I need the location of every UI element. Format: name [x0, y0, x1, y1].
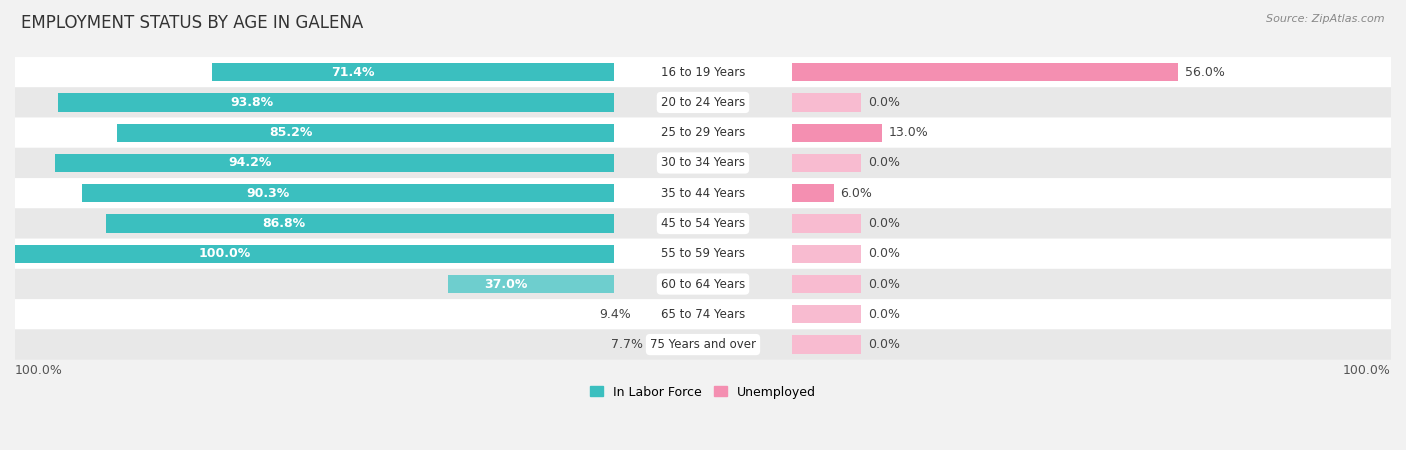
Bar [793, 124, 882, 142]
Bar [793, 63, 1178, 81]
FancyBboxPatch shape [15, 238, 1391, 269]
Text: 65 to 74 Years: 65 to 74 Years [661, 308, 745, 321]
Text: 0.0%: 0.0% [868, 338, 900, 351]
Bar [793, 214, 862, 233]
Text: Source: ZipAtlas.com: Source: ZipAtlas.com [1267, 14, 1385, 23]
Text: 75 Years and over: 75 Years and over [650, 338, 756, 351]
Bar [55, 154, 613, 172]
Text: 16 to 19 Years: 16 to 19 Years [661, 66, 745, 79]
Bar [793, 93, 862, 112]
Bar [793, 336, 862, 354]
Bar [793, 154, 862, 172]
Text: EMPLOYMENT STATUS BY AGE IN GALENA: EMPLOYMENT STATUS BY AGE IN GALENA [21, 14, 363, 32]
Text: 35 to 44 Years: 35 to 44 Years [661, 187, 745, 200]
Bar [105, 214, 613, 233]
Text: 71.4%: 71.4% [330, 66, 374, 79]
Text: 93.8%: 93.8% [231, 96, 274, 109]
Text: 0.0%: 0.0% [868, 278, 900, 291]
Text: 56.0%: 56.0% [1185, 66, 1225, 79]
Bar [58, 93, 613, 112]
Text: 100.0%: 100.0% [15, 364, 63, 377]
Bar [793, 275, 862, 293]
Text: 0.0%: 0.0% [868, 308, 900, 321]
Bar [793, 305, 862, 324]
Bar [82, 184, 613, 202]
Text: 13.0%: 13.0% [889, 126, 928, 139]
Text: 9.4%: 9.4% [600, 308, 631, 321]
Text: 20 to 24 Years: 20 to 24 Years [661, 96, 745, 109]
Text: 55 to 59 Years: 55 to 59 Years [661, 247, 745, 260]
FancyBboxPatch shape [15, 178, 1391, 208]
Text: 25 to 29 Years: 25 to 29 Years [661, 126, 745, 139]
Text: 0.0%: 0.0% [868, 96, 900, 109]
FancyBboxPatch shape [15, 299, 1391, 329]
Bar [212, 63, 613, 81]
Text: 45 to 54 Years: 45 to 54 Years [661, 217, 745, 230]
FancyBboxPatch shape [15, 269, 1391, 299]
Bar [793, 184, 834, 202]
FancyBboxPatch shape [15, 208, 1391, 239]
Text: 0.0%: 0.0% [868, 217, 900, 230]
FancyBboxPatch shape [15, 57, 1391, 87]
Text: 0.0%: 0.0% [868, 157, 900, 170]
Text: 60 to 64 Years: 60 to 64 Years [661, 278, 745, 291]
Bar [449, 275, 613, 293]
FancyBboxPatch shape [15, 87, 1391, 117]
Text: 100.0%: 100.0% [198, 247, 250, 260]
Bar [793, 245, 862, 263]
Text: 0.0%: 0.0% [868, 247, 900, 260]
Text: 94.2%: 94.2% [229, 157, 273, 170]
FancyBboxPatch shape [15, 329, 1391, 360]
Text: 30 to 34 Years: 30 to 34 Years [661, 157, 745, 170]
Text: 85.2%: 85.2% [269, 126, 312, 139]
Text: 7.7%: 7.7% [612, 338, 643, 351]
FancyBboxPatch shape [15, 148, 1391, 178]
Bar [117, 124, 613, 142]
Text: 90.3%: 90.3% [246, 187, 290, 200]
Text: 86.8%: 86.8% [262, 217, 305, 230]
Text: 100.0%: 100.0% [1343, 364, 1391, 377]
FancyBboxPatch shape [15, 117, 1391, 148]
Bar [15, 245, 613, 263]
Legend: In Labor Force, Unemployed: In Labor Force, Unemployed [585, 381, 821, 404]
Text: 6.0%: 6.0% [841, 187, 873, 200]
Text: 37.0%: 37.0% [485, 278, 527, 291]
